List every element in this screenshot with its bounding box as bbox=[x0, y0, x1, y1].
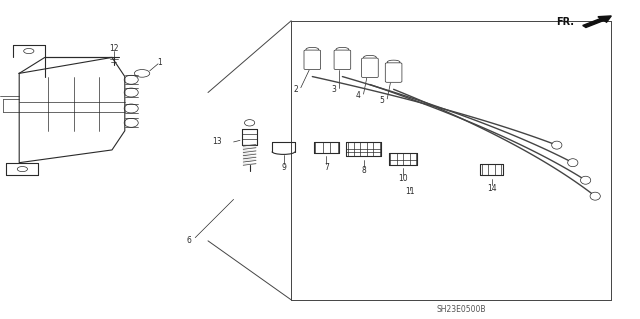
Text: 4: 4 bbox=[356, 91, 361, 100]
Text: 3: 3 bbox=[332, 85, 337, 94]
Text: 1: 1 bbox=[157, 58, 163, 67]
Text: 8: 8 bbox=[361, 166, 366, 175]
Text: 10: 10 bbox=[398, 174, 408, 183]
FancyBboxPatch shape bbox=[334, 50, 351, 70]
Ellipse shape bbox=[387, 60, 400, 64]
Ellipse shape bbox=[580, 176, 591, 184]
Text: SH23E0500B: SH23E0500B bbox=[436, 305, 486, 314]
Ellipse shape bbox=[568, 159, 578, 167]
Ellipse shape bbox=[336, 47, 349, 52]
Ellipse shape bbox=[244, 120, 255, 126]
FancyBboxPatch shape bbox=[385, 63, 402, 82]
Text: 2: 2 bbox=[293, 85, 298, 94]
Ellipse shape bbox=[552, 141, 562, 149]
FancyBboxPatch shape bbox=[362, 58, 378, 78]
Ellipse shape bbox=[364, 56, 376, 60]
Text: 12: 12 bbox=[109, 44, 118, 53]
Text: 6: 6 bbox=[186, 236, 191, 245]
Text: 9: 9 bbox=[281, 163, 286, 172]
Text: 13: 13 bbox=[212, 137, 222, 146]
Ellipse shape bbox=[590, 192, 600, 200]
Text: 14: 14 bbox=[486, 184, 497, 193]
FancyBboxPatch shape bbox=[304, 50, 321, 70]
Text: 5: 5 bbox=[380, 96, 385, 105]
Text: FR.: FR. bbox=[556, 17, 574, 27]
Text: 11: 11 bbox=[405, 187, 414, 196]
Text: 7: 7 bbox=[324, 163, 329, 172]
FancyArrow shape bbox=[583, 16, 611, 27]
Ellipse shape bbox=[306, 47, 319, 52]
